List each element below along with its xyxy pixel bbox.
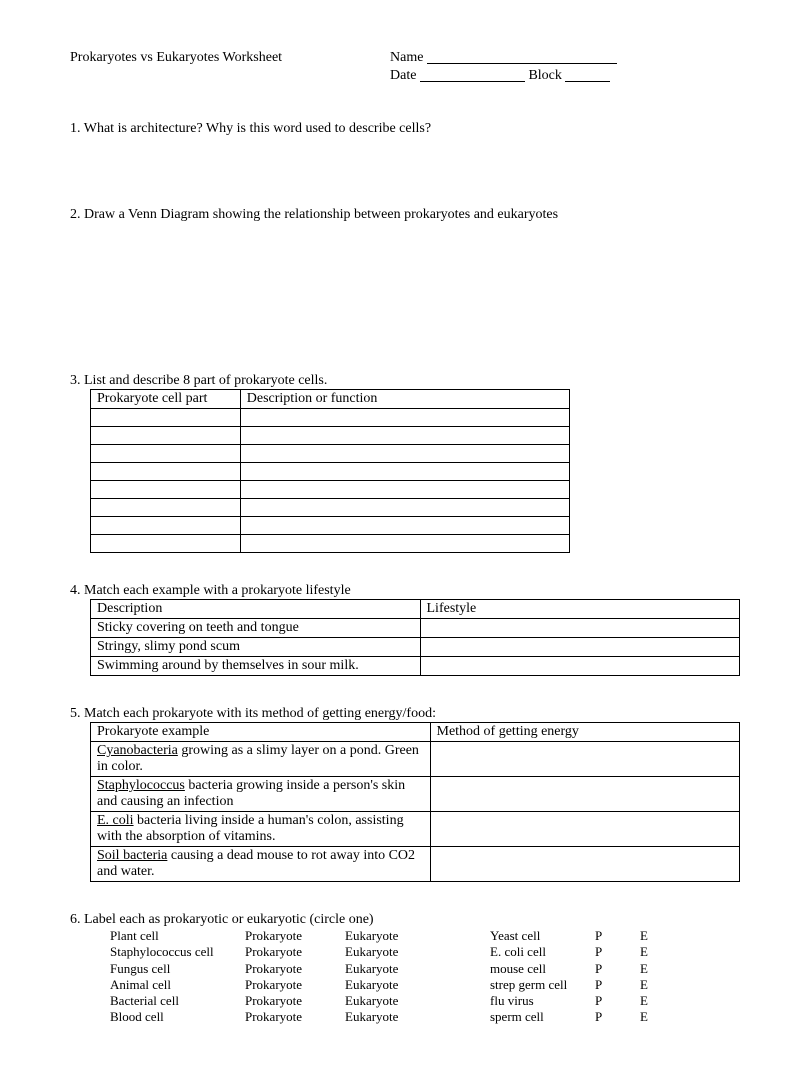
q6-item: Staphylococcus cell	[110, 944, 245, 960]
q6-choice[interactable]: Prokaryote	[245, 961, 345, 977]
q3-cell[interactable]	[240, 463, 569, 481]
q6-choice[interactable]: Eukaryote	[345, 961, 490, 977]
q6-choice[interactable]: E	[640, 961, 670, 977]
q3-cell[interactable]	[91, 445, 241, 463]
q6-item: flu virus	[490, 993, 595, 1009]
q3-cell[interactable]	[91, 427, 241, 445]
q3-cell[interactable]	[91, 481, 241, 499]
q6-choice[interactable]: P	[595, 944, 640, 960]
name-blank[interactable]	[427, 63, 617, 64]
question-2: 2. Draw a Venn Diagram showing the relat…	[70, 207, 721, 223]
q5-col1-header: Prokaryote example	[91, 723, 431, 742]
q6-choice[interactable]: P	[595, 961, 640, 977]
q6-choice[interactable]: Eukaryote	[345, 993, 490, 1009]
q6-item: mouse cell	[490, 961, 595, 977]
q6-choice[interactable]: Prokaryote	[245, 944, 345, 960]
q6-choice[interactable]: E	[640, 928, 670, 944]
q6-choice[interactable]: P	[595, 977, 640, 993]
q5-answer[interactable]	[430, 812, 740, 847]
q5-row: E. coli bacteria living inside a human's…	[91, 812, 431, 847]
q4-row: Sticky covering on teeth and tongue	[91, 619, 421, 638]
q6-choice[interactable]: E	[640, 1009, 670, 1025]
q3-cell[interactable]	[240, 517, 569, 535]
q6-choice[interactable]: P	[595, 1009, 640, 1025]
q3-cell[interactable]	[240, 427, 569, 445]
q3-cell[interactable]	[240, 535, 569, 553]
q6-choice[interactable]: Eukaryote	[345, 977, 490, 993]
question-1: 1. What is architecture? Why is this wor…	[70, 121, 721, 137]
table-q3: Prokaryote cell part Description or func…	[90, 389, 570, 553]
q6-item: Animal cell	[110, 977, 245, 993]
date-blank[interactable]	[420, 81, 525, 82]
question-3: 3. List and describe 8 part of prokaryot…	[70, 373, 721, 389]
q3-cell[interactable]	[91, 499, 241, 517]
q3-cell[interactable]	[91, 409, 241, 427]
q6-item: Blood cell	[110, 1009, 245, 1025]
q3-cell[interactable]	[240, 499, 569, 517]
q4-answer[interactable]	[420, 657, 740, 676]
q5-answer[interactable]	[430, 847, 740, 882]
q6-item: sperm cell	[490, 1009, 595, 1025]
q6-choice[interactable]: Prokaryote	[245, 993, 345, 1009]
block-label: Block	[528, 68, 561, 83]
q5-col2-header: Method of getting energy	[430, 723, 740, 742]
q6-choice[interactable]: E	[640, 993, 670, 1009]
q6-item: Plant cell	[110, 928, 245, 944]
q6-choice[interactable]: P	[595, 993, 640, 1009]
q5-answer[interactable]	[430, 777, 740, 812]
q4-answer[interactable]	[420, 638, 740, 657]
q4-answer[interactable]	[420, 619, 740, 638]
question-6: 6. Label each as prokaryotic or eukaryot…	[70, 912, 721, 928]
q5-row: Soil bacteria causing a dead mouse to ro…	[91, 847, 431, 882]
q5-answer[interactable]	[430, 742, 740, 777]
table-q5: Prokaryote example Method of getting ene…	[90, 722, 740, 882]
q6-choice[interactable]: P	[595, 928, 640, 944]
q6-choice[interactable]: Eukaryote	[345, 928, 490, 944]
q3-cell[interactable]	[91, 463, 241, 481]
q5-row: Staphylococcus bacteria growing inside a…	[91, 777, 431, 812]
q6-item: Fungus cell	[110, 961, 245, 977]
q6-choice[interactable]: Prokaryote	[245, 1009, 345, 1025]
question-4: 4. Match each example with a prokaryote …	[70, 583, 721, 599]
q5-row: Cyanobacteria growing as a slimy layer o…	[91, 742, 431, 777]
q6-item: Yeast cell	[490, 928, 595, 944]
question-5: 5. Match each prokaryote with its method…	[70, 706, 721, 722]
q4-col2-header: Lifestyle	[420, 600, 740, 619]
q6-item: strep germ cell	[490, 977, 595, 993]
q3-cell[interactable]	[91, 517, 241, 535]
q3-cell[interactable]	[91, 535, 241, 553]
q3-cell[interactable]	[240, 445, 569, 463]
q6-choice[interactable]: Eukaryote	[345, 944, 490, 960]
q3-cell[interactable]	[240, 409, 569, 427]
q4-col1-header: Description	[91, 600, 421, 619]
block-blank[interactable]	[565, 81, 610, 82]
q4-row: Stringy, slimy pond scum	[91, 638, 421, 657]
q6-choice[interactable]: Prokaryote	[245, 928, 345, 944]
q6-item: E. coli cell	[490, 944, 595, 960]
q3-col1-header: Prokaryote cell part	[91, 390, 241, 409]
q6-choice[interactable]: E	[640, 944, 670, 960]
date-label: Date	[390, 68, 416, 83]
q6-grid: Plant cell Prokaryote Eukaryote Yeast ce…	[110, 928, 721, 1026]
table-q4: Description Lifestyle Sticky covering on…	[90, 599, 740, 676]
q3-col2-header: Description or function	[240, 390, 569, 409]
q6-choice[interactable]: Eukaryote	[345, 1009, 490, 1025]
q3-cell[interactable]	[240, 481, 569, 499]
q6-choice[interactable]: Prokaryote	[245, 977, 345, 993]
q4-row: Swimming around by themselves in sour mi…	[91, 657, 421, 676]
worksheet-title: Prokaryotes vs Eukaryotes Worksheet	[70, 50, 390, 66]
q6-choice[interactable]: E	[640, 977, 670, 993]
name-label: Name	[390, 50, 423, 65]
q6-item: Bacterial cell	[110, 993, 245, 1009]
